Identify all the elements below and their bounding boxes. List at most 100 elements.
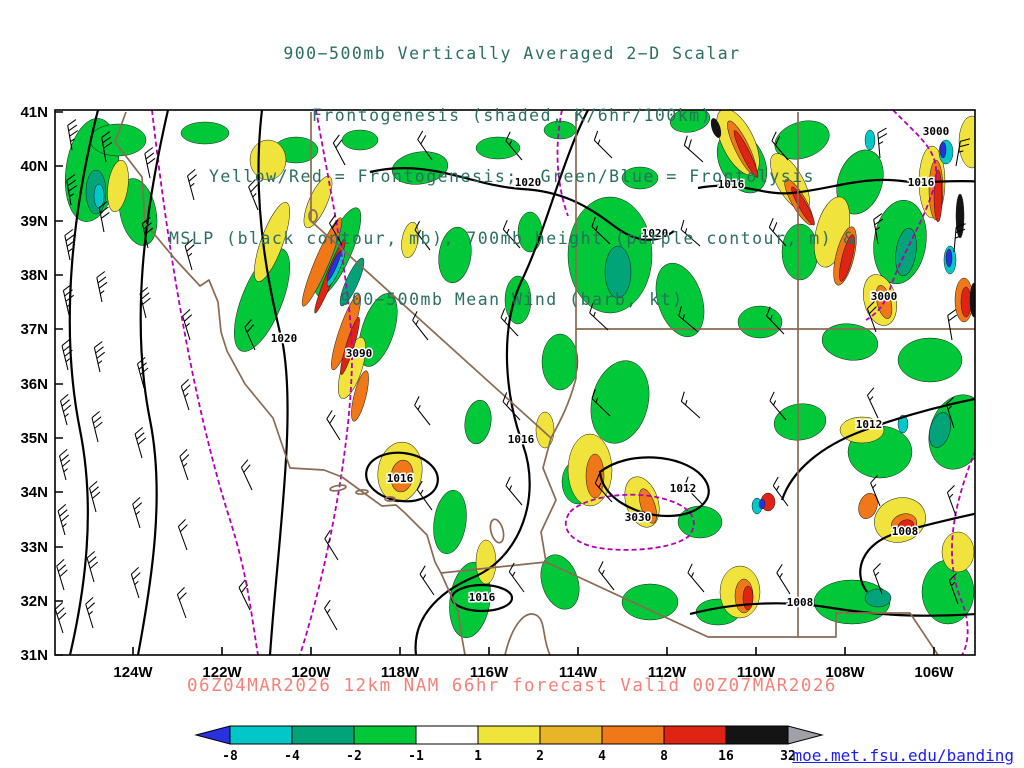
colorbar-segment (291, 725, 355, 745)
contour-label: 1008 (787, 596, 814, 609)
gulf-of-california-coast (504, 613, 551, 655)
height-contour (556, 110, 569, 217)
wind-barb (414, 396, 431, 426)
wind-barb (505, 476, 523, 506)
wind-barb (872, 563, 883, 595)
colorbar-tick-label: -4 (284, 749, 300, 764)
contour-label: 3090 (346, 347, 373, 360)
contour-label: 1012 (670, 482, 697, 495)
colorbar-segment (353, 725, 417, 745)
credit-link[interactable]: moe.met.fsu.edu/banding (792, 746, 1014, 765)
contour-label: 1020 (515, 176, 542, 189)
colorbar-tick-label: 16 (718, 749, 734, 764)
colorbar-tick-label: 32 (780, 749, 796, 764)
wind-barb (244, 319, 256, 351)
state-border-nv-ut-az (550, 112, 577, 439)
wind-barb (589, 303, 609, 331)
wind-barb (502, 219, 521, 249)
wind-barb (873, 213, 884, 245)
lon-label: 116W (470, 664, 509, 681)
wind-barb (505, 131, 523, 161)
lon-label: 106W (914, 664, 954, 681)
wind-barb (768, 217, 787, 247)
colorbar-segment (601, 725, 665, 745)
wind-barb (66, 174, 78, 206)
title-line-3: Yellow/Red = Frontogenesis; Green/Blue =… (209, 167, 815, 186)
geography-layer (114, 111, 975, 655)
height-contour (951, 449, 975, 655)
title-line-1: 900−500mb Vertically Averaged 2−D Scalar (283, 44, 741, 63)
wind-barb (502, 392, 521, 421)
wind-barb (508, 562, 525, 593)
wind-barb (417, 130, 433, 161)
lon-label: 108W (825, 664, 865, 681)
lon-label: 122W (202, 664, 242, 681)
height-contour (151, 110, 259, 655)
wind-barb (414, 220, 431, 251)
colorbar-tick-label: 4 (598, 749, 606, 764)
lat-label: 32N (20, 593, 48, 610)
mslp-contour (257, 110, 289, 655)
contour-label: 1016 (387, 472, 414, 485)
wind-barb (61, 338, 73, 371)
wind-barb (412, 311, 429, 341)
lat-label: 39N (20, 213, 48, 230)
wind-barb (240, 459, 253, 491)
height-contour (564, 493, 695, 551)
height-contour-layer (151, 110, 975, 655)
wind-barb (180, 379, 191, 411)
contour-label: 1016 (718, 178, 745, 191)
wind-barb (62, 284, 75, 316)
contour-label: 1016 (469, 591, 496, 604)
colorbar-segment (539, 725, 603, 745)
wind-barb (955, 138, 971, 167)
wind-barb (144, 147, 156, 179)
wind-barb (684, 476, 703, 505)
wind-barb (85, 597, 96, 629)
colorbar-segment (725, 725, 789, 745)
mslp-contour (369, 167, 675, 241)
wind-barb (91, 410, 103, 443)
wind-barb (88, 480, 101, 513)
colorbar-tick-label: 2 (536, 749, 544, 764)
wind-barb (953, 223, 966, 253)
wind-barb (59, 393, 72, 426)
lon-label: 110W (737, 664, 776, 681)
lat-label: 34N (20, 484, 48, 501)
wind-barb (134, 427, 147, 459)
map-frame (54, 109, 976, 656)
wind-barb (184, 239, 195, 271)
contour-label: 3030 (625, 511, 652, 524)
wind-barb (324, 599, 338, 631)
mslp-contour (697, 178, 975, 195)
wind-barb (179, 449, 190, 481)
wind-barb (766, 306, 785, 335)
frontogenesis-shading-layer (65, 110, 975, 638)
wind-barb (141, 217, 154, 249)
forecast-caption: 06Z04MAR2026 12km NAM 66hr forecast Vali… (187, 676, 837, 696)
wind-barb (594, 473, 613, 503)
wind-barb (130, 567, 141, 599)
title-line-2: Frontogenesis (shaded, K/6hr/100km) (311, 105, 713, 125)
wind-barb (96, 271, 108, 303)
colorbar-segment (477, 725, 541, 745)
wind-barb (947, 309, 958, 341)
mslp-contour (689, 602, 975, 617)
lon-ticks (132, 647, 935, 655)
contour-label: 1008 (892, 525, 919, 538)
lat-label: 38N (20, 267, 48, 284)
wind-barb (678, 306, 699, 333)
channel-island (384, 496, 396, 502)
lat-label: 33N (20, 539, 48, 556)
wind-barb (98, 201, 110, 233)
wind-barb (186, 168, 197, 201)
wind-barb (176, 587, 187, 619)
colorbar: -8 -4 -2 -1 1 2 4 8 16 32 (194, 725, 824, 764)
wind-barb (419, 565, 435, 596)
wind-barb (680, 391, 701, 419)
wind-barb (948, 573, 959, 605)
contour-label: 1016 (508, 433, 535, 446)
wind-barb (329, 214, 343, 246)
mslp-contour-layer (68, 110, 975, 655)
